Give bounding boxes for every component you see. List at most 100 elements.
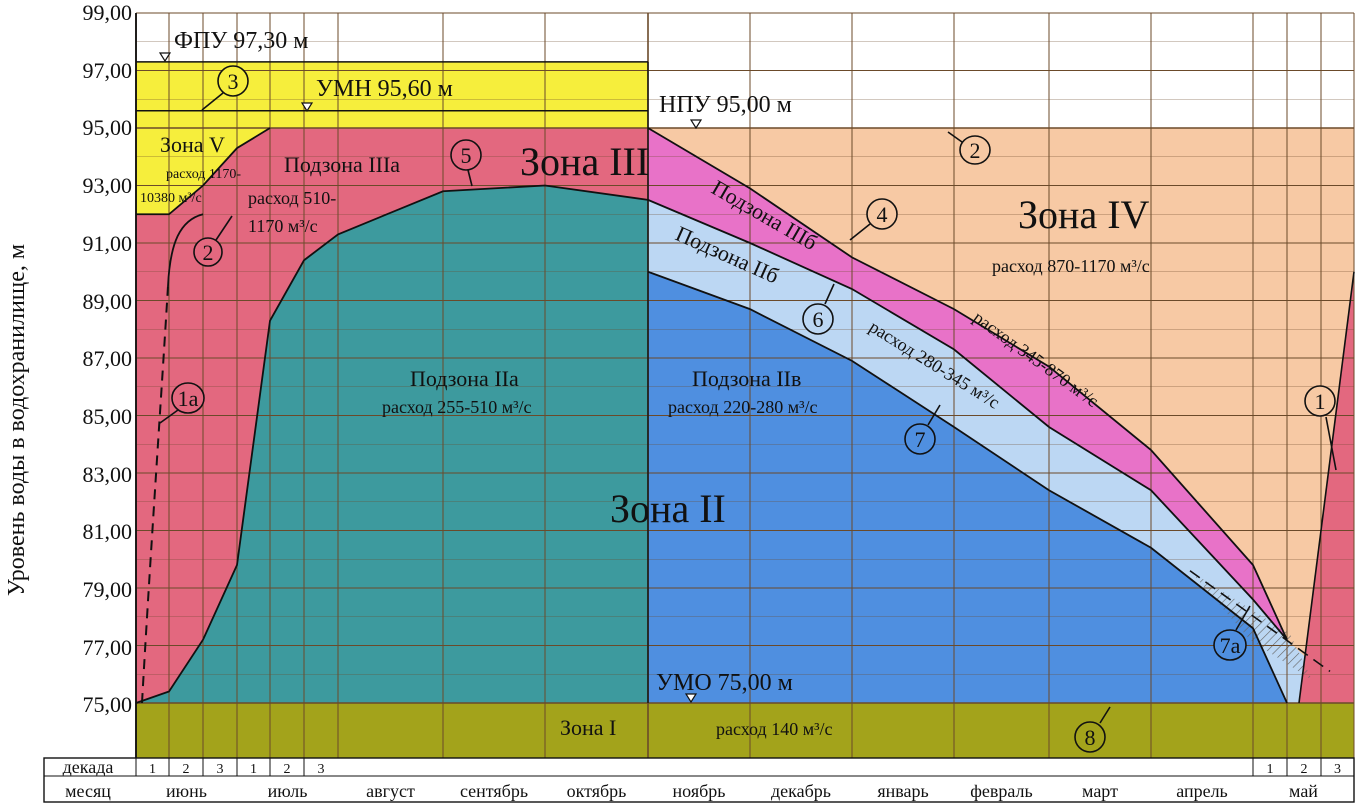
- dekada-cell: 2: [284, 762, 291, 777]
- svg-text:3: 3: [228, 69, 239, 94]
- y-tick-77: 77,00: [83, 635, 133, 660]
- umn-label: УМН 95,60 м: [316, 76, 453, 102]
- marker-8: 8: [1074, 706, 1111, 753]
- dekada-cell: 3: [1334, 762, 1341, 777]
- zone1-rate: расход 140 м³/с: [716, 719, 832, 739]
- month-12: май: [1289, 781, 1318, 801]
- table-row-dekada-label: декада: [63, 757, 114, 777]
- marker-6: 6: [802, 283, 835, 335]
- curve-7a: [1189, 570, 1331, 673]
- svg-text:5: 5: [461, 143, 472, 168]
- umo-marker-icon: [684, 693, 698, 704]
- svg-text:2: 2: [203, 240, 214, 265]
- sub3a-label: Подзона IIIа: [284, 152, 400, 177]
- y-tick-95: 95,00: [83, 115, 133, 140]
- markers-layer: 1 1а 2 2 3 4 5: [159, 65, 1337, 753]
- umo-label: УМО 75,00 м: [656, 670, 793, 696]
- svg-text:1а: 1а: [178, 386, 199, 411]
- y-tick-75: 75,00: [83, 692, 133, 717]
- sub2a-label: Подзона IIа: [410, 366, 519, 391]
- dekada-cell: 1: [1267, 762, 1274, 777]
- umn-marker-icon: [300, 102, 314, 113]
- marker-2-right: 2: [947, 131, 991, 165]
- y-tick-91: 91,00: [83, 231, 133, 256]
- curves-layer: [135, 61, 1355, 704]
- sub3a-rate-2: 1170 м³/с: [248, 216, 318, 236]
- zone1-label: Зона I: [560, 715, 616, 740]
- zone5-area: [136, 61, 648, 215]
- npu-marker-icon: [689, 119, 703, 130]
- marker-7: 7: [904, 404, 941, 455]
- dekada-cell: 1: [149, 762, 156, 777]
- svg-text:2: 2: [970, 138, 981, 163]
- month-1: июнь: [166, 781, 207, 801]
- curve-5: [135, 184, 649, 704]
- marker-2-left: 2: [193, 215, 233, 267]
- y-tick-99: 99,00: [83, 0, 133, 25]
- zone4-label: Зона IV: [1018, 192, 1150, 237]
- sub2a-rate: расход 255-510 м³/с: [382, 397, 531, 417]
- y-tick-89: 89,00: [83, 289, 133, 314]
- y-tick-85: 85,00: [83, 404, 133, 429]
- y-tick-97: 97,00: [83, 58, 133, 83]
- y-tick-81: 81,00: [83, 519, 133, 544]
- curve-6: [647, 199, 1288, 641]
- fpu-marker-icon: [158, 52, 172, 63]
- dekada-cell: 1: [250, 762, 257, 777]
- curve-1: [1298, 271, 1355, 704]
- month-7: декабрь: [771, 781, 831, 801]
- curve-2: [136, 127, 271, 216]
- y-axis-label: Уровень воды в водохранилище, м: [4, 244, 30, 596]
- sub2v-label: Подзона IIв: [692, 366, 801, 391]
- marker-1: 1: [1304, 385, 1337, 471]
- marker-4: 4: [849, 198, 898, 241]
- calendar-table: декада месяц июнь июль август сентябрь октяб…: [43, 757, 1355, 803]
- svg-text:7: 7: [915, 427, 926, 452]
- level-labels: ФПУ 97,30 м УМН 95,60 м НПУ 95,00 м УМО …: [158, 28, 793, 704]
- dekada-cell: 3: [318, 762, 325, 777]
- month-4: сентябрь: [460, 781, 528, 801]
- table-row-month-label: месяц: [65, 781, 111, 801]
- zone5-rate-2: 10380 м³/с: [140, 191, 202, 206]
- sub3a-rate-1: расход 510-: [248, 188, 336, 208]
- month-11: апрель: [1176, 781, 1228, 801]
- month-5: октябрь: [567, 781, 627, 801]
- marker-3: 3: [201, 65, 249, 111]
- zone3-label: Зона III: [520, 139, 649, 184]
- y-tick-87: 87,00: [83, 346, 133, 371]
- svg-text:7а: 7а: [1220, 633, 1241, 658]
- dekada-cell: 2: [1301, 762, 1308, 777]
- svg-text:8: 8: [1085, 725, 1096, 750]
- zone2-label: Зона II: [610, 486, 726, 531]
- month-8: январь: [877, 781, 928, 801]
- zone3b-area: [648, 128, 1287, 640]
- dekada-cell: 3: [217, 762, 224, 777]
- curve-1a: [141, 286, 169, 704]
- svg-text:4: 4: [877, 202, 888, 227]
- sub2v-rate: расход 220-280 м³/с: [668, 397, 817, 417]
- y-tick-83: 83,00: [83, 462, 133, 487]
- zone5-rate-1: расход 1170-: [166, 167, 241, 182]
- zone2v-area: [648, 271, 1287, 703]
- dekada-cell: 2: [183, 762, 190, 777]
- marker-7a: 7а: [1213, 605, 1251, 661]
- y-tick-93: 93,00: [83, 173, 133, 198]
- month-3: август: [366, 781, 415, 801]
- zone4-rate: расход 870-1170 м³/с: [992, 256, 1150, 276]
- month-6: ноябрь: [673, 781, 726, 801]
- hatched-area: [1190, 570, 1312, 680]
- svg-text:1: 1: [1315, 389, 1326, 414]
- curve-1a-top: [167, 213, 204, 287]
- marker-5: 5: [450, 139, 482, 187]
- zone5-label: Зона V: [160, 132, 225, 157]
- curve-7: [647, 270, 1288, 704]
- curve-4: [647, 127, 1288, 641]
- month-9: февраль: [970, 781, 1033, 801]
- fpu-label: ФПУ 97,30 м: [174, 28, 308, 54]
- y-tick-79: 79,00: [83, 577, 133, 602]
- month-10: март: [1082, 781, 1118, 801]
- month-2: июль: [268, 781, 308, 801]
- y-tick-labels: 99,00 97,00 95,00 93,00 91,00 89,00 87,0…: [83, 0, 133, 717]
- svg-text:6: 6: [813, 307, 824, 332]
